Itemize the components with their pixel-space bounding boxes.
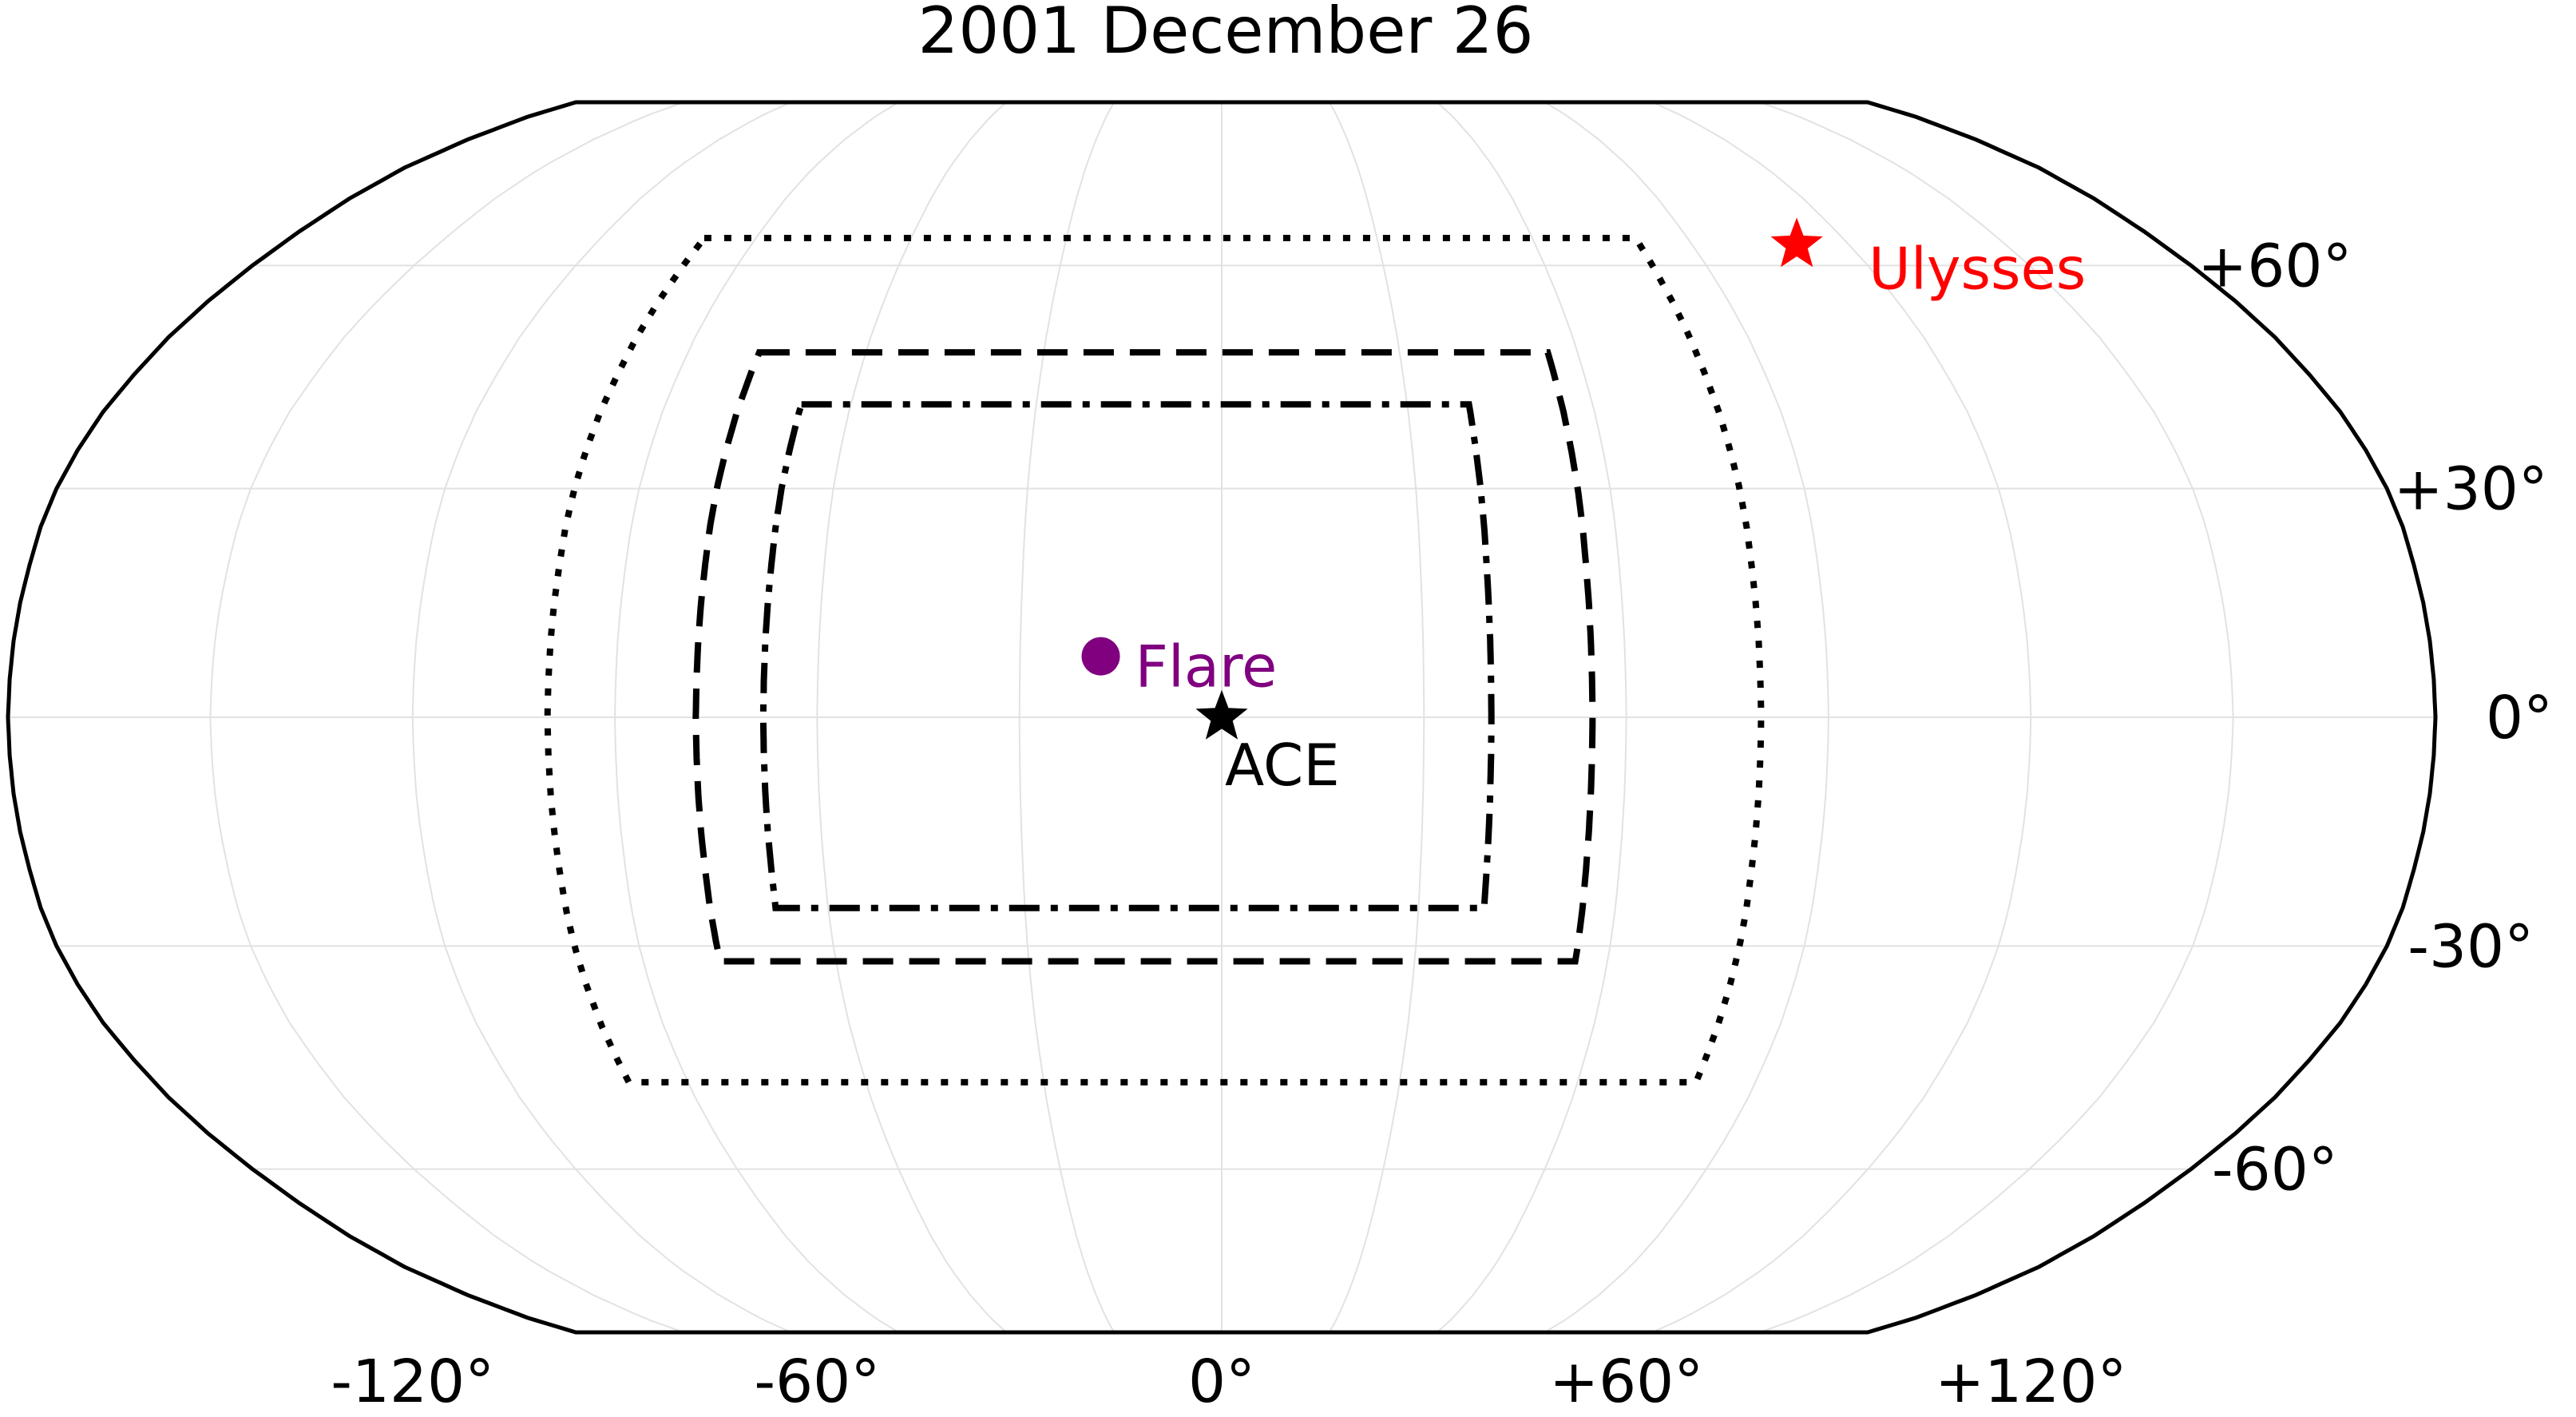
y-tick-label: -60° [2212,1136,2338,1205]
markers [1081,217,1823,740]
y-tick-label: -30° [2408,912,2534,981]
x-tick-label: -120° [331,1348,494,1416]
dotted-region [544,235,1765,1086]
ace-label: ACE [1225,732,1340,799]
chart-title: 2001 December 26 [917,0,1533,68]
ace-marker [1195,689,1248,740]
x-tick-label: +120° [1935,1348,2126,1416]
map-outline [6,100,2438,1335]
dashdot-region [759,401,1495,911]
flare-label: Flare [1135,633,1278,701]
x-tick-labels: -120° -60° 0° +60° +120° [331,1348,2126,1416]
x-tick-label: 0° [1188,1348,1255,1416]
x-tick-label: +60° [1549,1348,1703,1416]
x-tick-label: -60° [754,1348,880,1416]
ulysses-marker [1770,217,1823,268]
y-tick-label: +30° [2394,455,2548,524]
y-tick-labels: +60° +30° 0° -30° -60° [2198,232,2553,1204]
ulysses-label: Ulysses [1869,236,2086,303]
dashed-region [692,349,1596,965]
regions [544,235,1765,1086]
y-tick-label: 0° [2486,684,2553,752]
flare-marker [1081,637,1120,676]
y-tick-label: +60° [2198,232,2352,300]
point-labels: Ulysses Flare ACE [1135,236,2087,799]
